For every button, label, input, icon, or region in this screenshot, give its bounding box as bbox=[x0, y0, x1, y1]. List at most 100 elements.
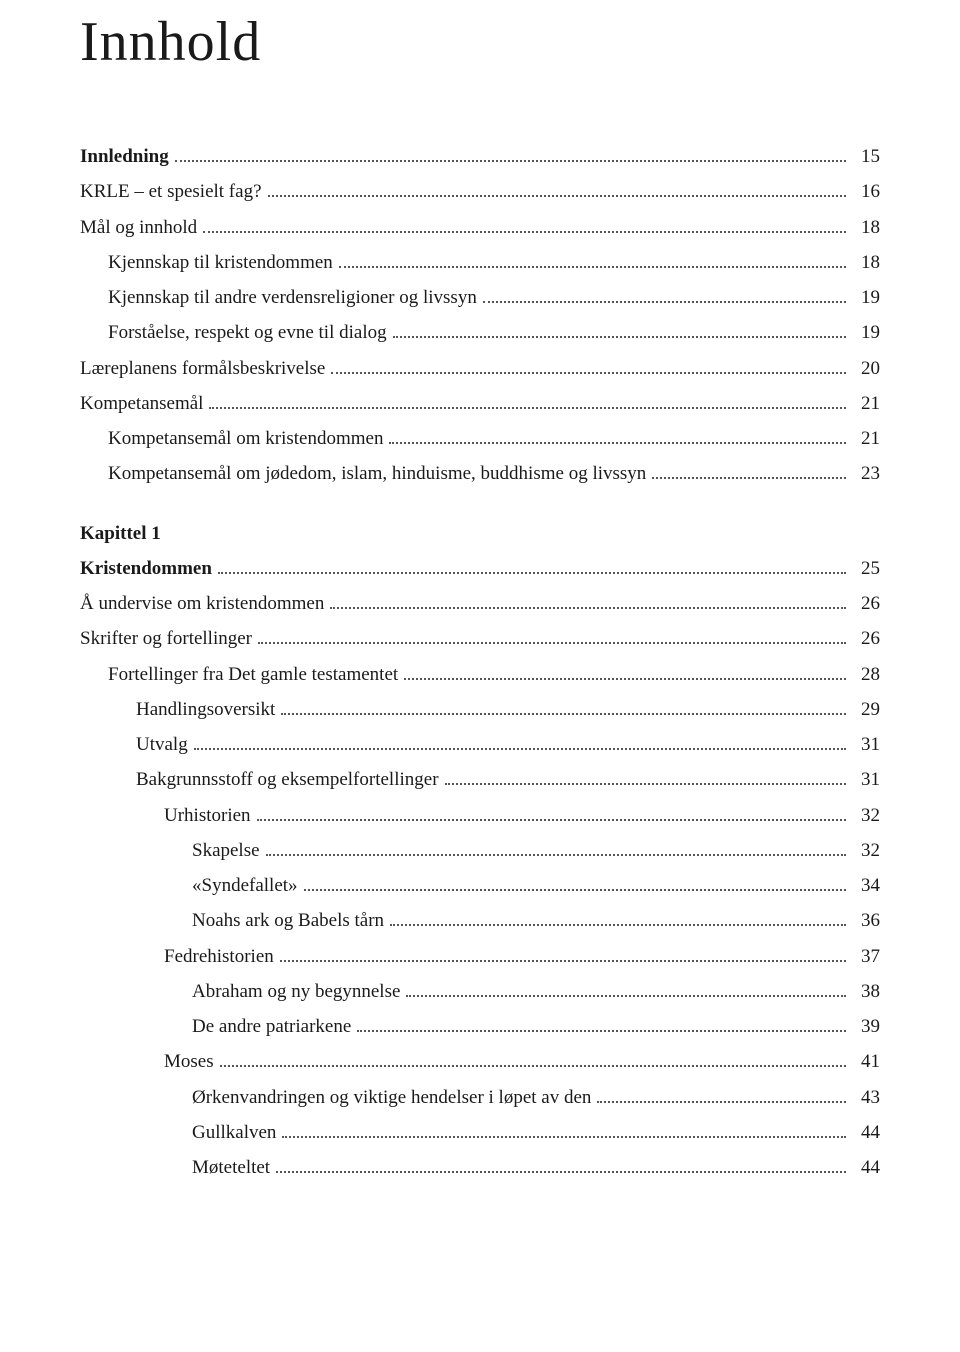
toc-entry: «Syndefallet»34 bbox=[80, 869, 880, 902]
toc-page-number: 32 bbox=[852, 834, 880, 867]
toc-page-number: 21 bbox=[852, 422, 880, 455]
toc-leader-dots bbox=[280, 960, 846, 962]
toc-label: «Syndefallet» bbox=[192, 869, 298, 902]
toc-leader-dots bbox=[304, 889, 846, 891]
toc-entry: Utvalg 31 bbox=[80, 728, 880, 761]
toc-entry: KRLE – et spesielt fag? 16 bbox=[80, 175, 880, 208]
toc-page-number: 32 bbox=[852, 799, 880, 832]
toc-label: Skapelse bbox=[192, 834, 260, 867]
toc-leader-dots bbox=[203, 231, 846, 233]
toc-entry: Kompetansemål om kristendommen 21 bbox=[80, 422, 880, 455]
toc-page-number: 25 bbox=[852, 552, 880, 585]
toc-label: Bakgrunnsstoff og eksempelfortellinger bbox=[136, 763, 439, 796]
toc-entry: Fortellinger fra Det gamle testamentet28 bbox=[80, 658, 880, 691]
toc-leader-dots bbox=[330, 607, 846, 609]
toc-entry: Kjennskap til andre verdensreligioner og… bbox=[80, 281, 880, 314]
toc-entry: De andre patriarkene 39 bbox=[80, 1010, 880, 1043]
toc-label: De andre patriarkene bbox=[192, 1010, 351, 1043]
toc-entry: Urhistorien 32 bbox=[80, 799, 880, 832]
toc-entry: Mål og innhold 18 bbox=[80, 211, 880, 244]
toc-page-number: 18 bbox=[852, 246, 880, 279]
toc-leader-dots bbox=[406, 995, 846, 997]
toc-entry: Handlingsoversikt29 bbox=[80, 693, 880, 726]
toc-label: Kompetansemål om jødedom, islam, hinduis… bbox=[108, 457, 646, 490]
toc-leader-dots bbox=[483, 301, 846, 303]
toc-entry: Fedrehistorien37 bbox=[80, 940, 880, 973]
toc-label: Moses bbox=[164, 1045, 214, 1078]
toc-label: Møteteltet bbox=[192, 1151, 270, 1184]
toc-entry: Læreplanens formålsbeskrivelse 20 bbox=[80, 352, 880, 385]
toc-page-number: 44 bbox=[852, 1151, 880, 1184]
toc-entry: Kompetansemål om jødedom, islam, hinduis… bbox=[80, 457, 880, 490]
toc-label: Mål og innhold bbox=[80, 211, 197, 244]
toc-page-number: 19 bbox=[852, 281, 880, 314]
toc-leader-dots bbox=[209, 407, 846, 409]
toc-entry: Gullkalven 44 bbox=[80, 1116, 880, 1149]
toc-label: Urhistorien bbox=[164, 799, 251, 832]
toc-leader-dots bbox=[218, 572, 846, 574]
toc-page-number: 26 bbox=[852, 622, 880, 655]
toc-label: KRLE – et spesielt fag? bbox=[80, 175, 262, 208]
toc-leader-dots bbox=[357, 1030, 846, 1032]
toc-leader-dots bbox=[268, 195, 846, 197]
toc-leader-dots bbox=[339, 266, 846, 268]
toc-leader-dots bbox=[276, 1171, 846, 1173]
toc-leader-dots bbox=[257, 819, 846, 821]
toc-page-number: 23 bbox=[852, 457, 880, 490]
toc-page-number: 19 bbox=[852, 316, 880, 349]
toc-label: Kompetansemål bbox=[80, 387, 203, 420]
toc-page-number: 41 bbox=[852, 1045, 880, 1078]
toc-entry: Ørkenvandringen og viktige hendelser i l… bbox=[80, 1081, 880, 1114]
toc-entry: Kjennskap til kristendommen18 bbox=[80, 246, 880, 279]
toc-label: Læreplanens formålsbeskrivelse bbox=[80, 352, 325, 385]
toc-entry: Skrifter og fortellinger 26 bbox=[80, 622, 880, 655]
toc-label: Innledning bbox=[80, 140, 169, 173]
toc-leader-dots bbox=[404, 678, 846, 680]
toc-page-number: 44 bbox=[852, 1116, 880, 1149]
toc-label: Kjennskap til andre verdensreligioner og… bbox=[108, 281, 477, 314]
toc-leader-dots bbox=[445, 783, 846, 785]
toc-page-number: 43 bbox=[852, 1081, 880, 1114]
toc-entry: Kapittel 1 bbox=[80, 517, 880, 550]
toc-label: Gullkalven bbox=[192, 1116, 276, 1149]
toc-page-number: 31 bbox=[852, 728, 880, 761]
toc-page-number: 21 bbox=[852, 387, 880, 420]
toc-entry: Møteteltet 44 bbox=[80, 1151, 880, 1184]
toc-leader-dots bbox=[282, 1136, 846, 1138]
toc-entry: Bakgrunnsstoff og eksempelfortellinger31 bbox=[80, 763, 880, 796]
toc-page-number: 16 bbox=[852, 175, 880, 208]
toc-leader-dots bbox=[266, 854, 846, 856]
toc-page-number: 20 bbox=[852, 352, 880, 385]
toc-entry: Å undervise om kristendommen26 bbox=[80, 587, 880, 620]
toc-label: Utvalg bbox=[136, 728, 188, 761]
toc-label: Skrifter og fortellinger bbox=[80, 622, 252, 655]
toc-leader-dots bbox=[597, 1101, 846, 1103]
toc-page-number: 38 bbox=[852, 975, 880, 1008]
toc-label: Fortellinger fra Det gamle testamentet bbox=[108, 658, 398, 691]
toc-page-number: 39 bbox=[852, 1010, 880, 1043]
toc-entry: Abraham og ny begynnelse 38 bbox=[80, 975, 880, 1008]
toc-label: Fedrehistorien bbox=[164, 940, 274, 973]
toc-leader-dots bbox=[175, 160, 846, 162]
page-title: Innhold bbox=[80, 10, 880, 74]
toc-entry: Kristendommen25 bbox=[80, 552, 880, 585]
toc-page-number: 15 bbox=[852, 140, 880, 173]
toc-entry: Innledning 15 bbox=[80, 140, 880, 173]
toc-leader-dots bbox=[389, 442, 846, 444]
toc-leader-dots bbox=[194, 748, 846, 750]
toc-label: Kompetansemål om kristendommen bbox=[108, 422, 383, 455]
toc-leader-dots bbox=[281, 713, 846, 715]
toc-page-number: 18 bbox=[852, 211, 880, 244]
toc-page-number: 36 bbox=[852, 904, 880, 937]
toc-leader-dots bbox=[390, 924, 846, 926]
toc-label: Ørkenvandringen og viktige hendelser i l… bbox=[192, 1081, 591, 1114]
toc-entry: Moses 41 bbox=[80, 1045, 880, 1078]
toc-entry: Noahs ark og Babels tårn36 bbox=[80, 904, 880, 937]
toc-entry: Forståelse, respekt og evne til dialog19 bbox=[80, 316, 880, 349]
toc-label: Abraham og ny begynnelse bbox=[192, 975, 400, 1008]
table-of-contents: Innledning15KRLE – et spesielt fag?16Mål… bbox=[80, 140, 880, 1184]
toc-leader-dots bbox=[652, 477, 846, 479]
toc-leader-dots bbox=[393, 336, 846, 338]
toc-page-number: 29 bbox=[852, 693, 880, 726]
toc-leader-dots bbox=[331, 372, 846, 374]
